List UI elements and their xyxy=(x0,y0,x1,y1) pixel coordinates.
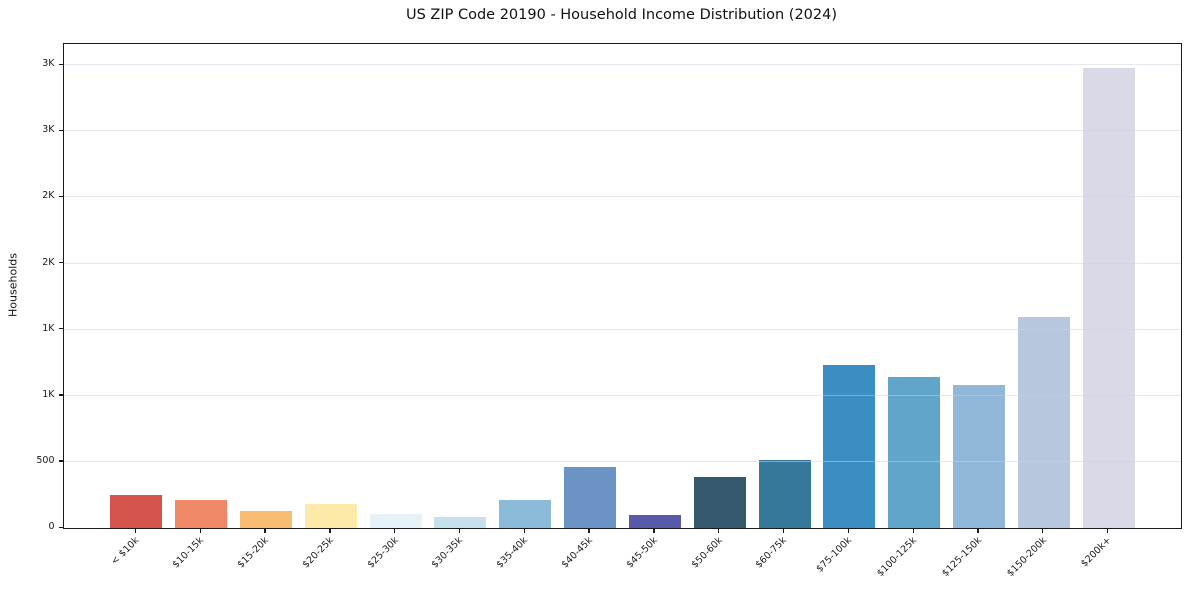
bar-$20-25k xyxy=(304,504,357,528)
x-tick-label: $150-200k xyxy=(1004,535,1049,580)
y-tick-label: 1K xyxy=(42,388,55,400)
x-tick xyxy=(523,528,525,533)
x-tick-label: $10-15k xyxy=(170,535,206,571)
bar-$15-20k xyxy=(240,511,293,528)
bar-$200k+ xyxy=(1082,67,1135,528)
gridline xyxy=(64,328,1181,330)
gridline xyxy=(64,64,1181,66)
x-tick-label: $50-60k xyxy=(689,535,725,571)
x-tick-label: $20-25k xyxy=(300,535,336,571)
x-tick xyxy=(782,528,785,533)
bar-< $10k xyxy=(110,494,163,528)
y-tick xyxy=(58,394,63,396)
x-tick xyxy=(134,528,137,533)
bar-$125-150k xyxy=(952,384,1005,528)
x-tick xyxy=(458,528,461,533)
x-tick-label: $100-125k xyxy=(874,535,919,580)
plot-area xyxy=(63,43,1182,529)
x-tick-label: $60-75k xyxy=(753,535,790,571)
bar-$45-50k xyxy=(628,514,681,528)
y-tick xyxy=(58,328,63,330)
bar-$35-40k xyxy=(499,499,552,528)
gridline xyxy=(64,262,1181,264)
x-tick-label: $40-45k xyxy=(559,535,595,571)
x-tick-label: $30-35k xyxy=(429,535,466,571)
x-tick xyxy=(847,528,850,533)
bar-$10-15k xyxy=(175,499,228,528)
x-tick-label: $75-100k xyxy=(814,535,855,575)
x-tick xyxy=(329,528,331,533)
y-tick xyxy=(58,129,63,132)
y-tick xyxy=(58,195,63,198)
y-tick xyxy=(58,63,63,65)
x-tick xyxy=(1106,528,1109,533)
gridline xyxy=(64,394,1181,396)
y-tick-label: 2K xyxy=(42,190,55,202)
x-tick-label: $35-40k xyxy=(494,535,531,571)
x-tick xyxy=(264,528,266,533)
y-tick-label: 1K xyxy=(42,322,55,334)
x-tick-label: $45-50k xyxy=(624,535,660,571)
bar-$40-45k xyxy=(564,466,617,528)
bar-$30-35k xyxy=(434,517,487,528)
x-tick xyxy=(977,528,979,533)
x-tick xyxy=(394,528,396,533)
bar-$25-30k xyxy=(369,513,422,528)
gridline xyxy=(64,130,1181,132)
x-tick xyxy=(588,528,590,533)
x-tick xyxy=(653,528,655,533)
x-tick-label: $15-20k xyxy=(235,535,271,571)
bar-$75-100k xyxy=(823,364,876,528)
bar-$100-125k xyxy=(888,376,941,528)
x-tick xyxy=(912,528,914,533)
y-tick-label: 3K xyxy=(42,124,55,136)
gridline xyxy=(64,196,1181,198)
bar-$60-75k xyxy=(758,460,811,528)
y-tick-label: 3K xyxy=(42,58,55,70)
x-tick-label: $125-150k xyxy=(939,535,984,580)
x-tick-label: < $10k xyxy=(108,535,142,568)
y-tick-label: 2K xyxy=(42,256,55,268)
chart-title: US ZIP Code 20190 - Household Income Dis… xyxy=(405,7,838,23)
y-tick xyxy=(58,526,63,528)
y-tick xyxy=(58,460,63,462)
x-tick-label: $25-30k xyxy=(364,535,401,571)
bar-$150-200k xyxy=(1017,317,1070,528)
y-tick-label: 0 xyxy=(48,521,55,532)
x-tick xyxy=(1042,528,1044,533)
x-tick-label: $200k+ xyxy=(1078,535,1114,570)
gridline xyxy=(64,460,1181,462)
bar-$50-60k xyxy=(693,477,746,528)
x-tick xyxy=(718,528,720,533)
x-tick xyxy=(199,528,201,533)
y-tick-label: 500 xyxy=(36,454,55,466)
y-tick xyxy=(58,262,63,264)
